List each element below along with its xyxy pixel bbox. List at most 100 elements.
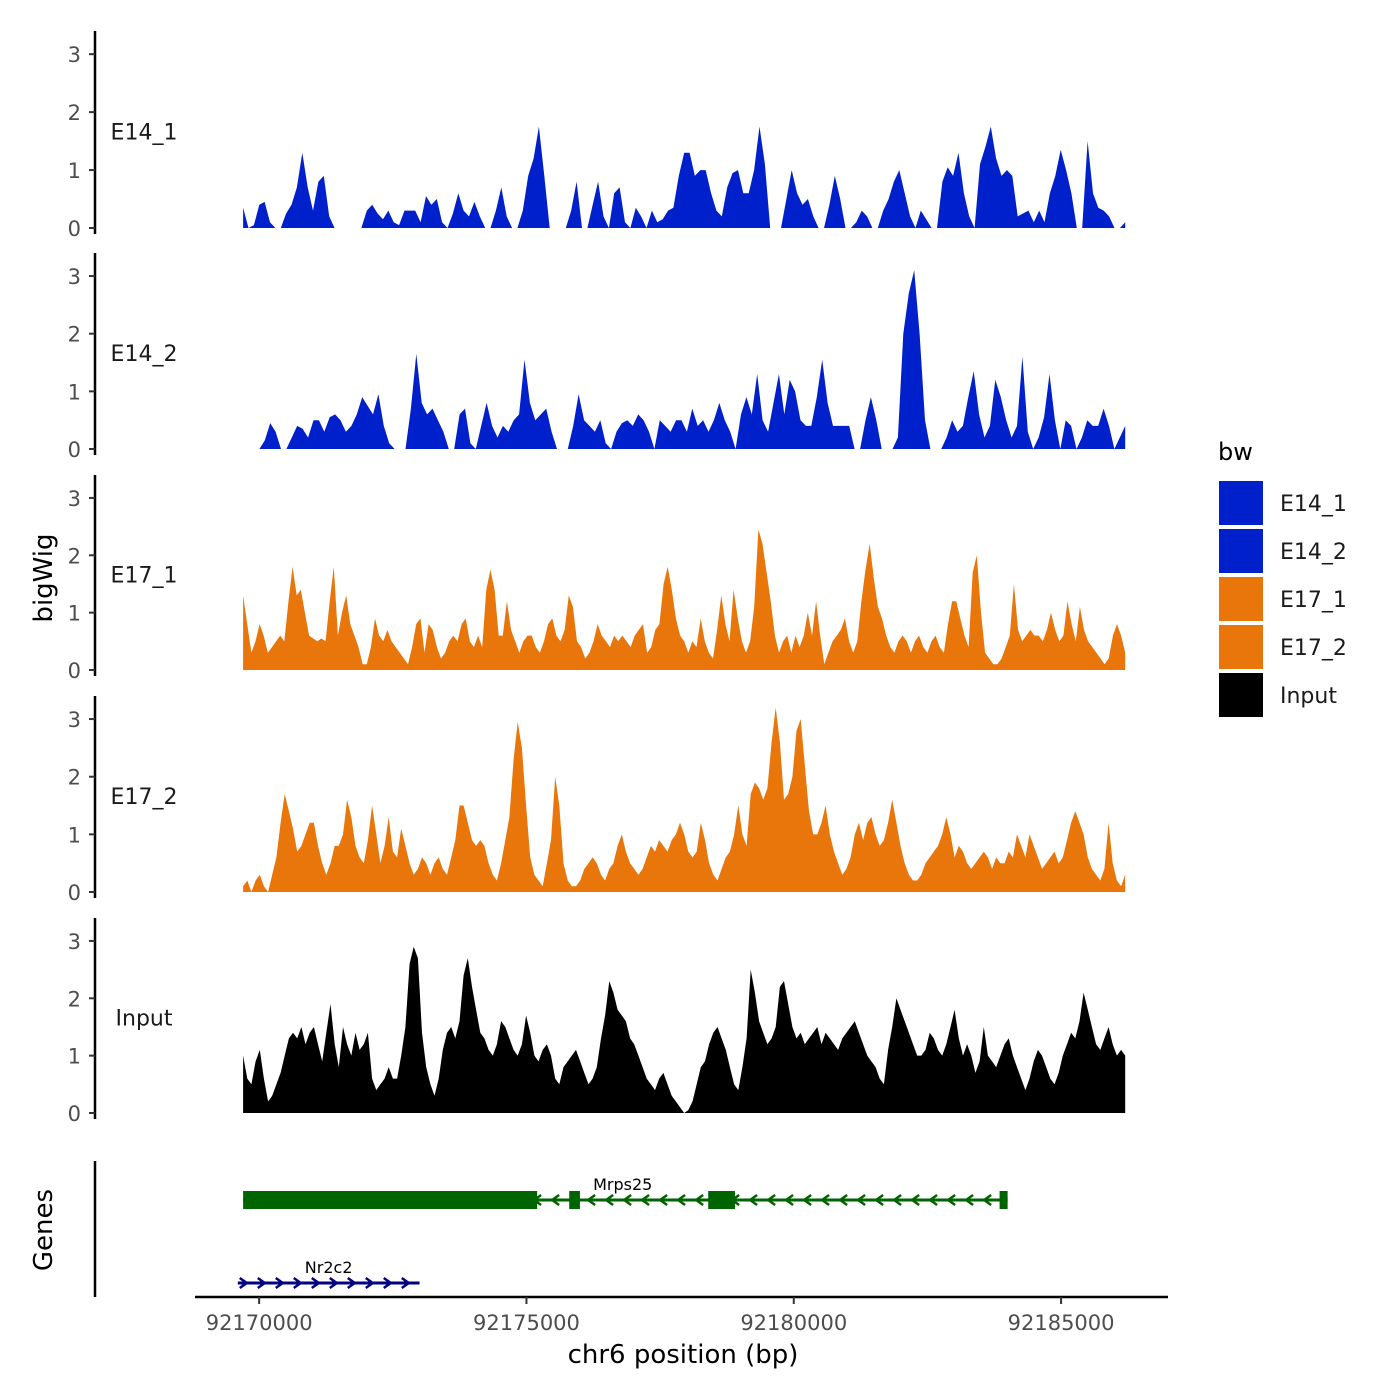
- legend-item-E17_1: E17_1: [1219, 577, 1347, 621]
- coverage-area-E14_1: [243, 126, 1126, 228]
- legend-label: Input: [1280, 684, 1337, 709]
- legend-swatch: [1219, 481, 1263, 525]
- track-label: Input: [116, 1006, 173, 1031]
- strand-arrow: [383, 1276, 393, 1290]
- x-axis-label: chr6 position (bp): [568, 1340, 799, 1370]
- strand-arrow: [657, 1193, 668, 1207]
- track-E17_1: 0 1 2 3 E17_1: [68, 475, 1126, 683]
- gene-exon: [999, 1191, 1008, 1209]
- y-tick-label: 3: [68, 708, 81, 732]
- y-tick-label: 0: [68, 217, 81, 241]
- y-tick-label: 3: [68, 43, 81, 67]
- strand-arrow: [401, 1276, 411, 1290]
- legend-swatch: [1219, 529, 1263, 573]
- y-tick-label: 2: [68, 323, 81, 347]
- legend-swatch: [1219, 625, 1263, 669]
- strand-arrow: [311, 1276, 321, 1290]
- strand-arrow: [783, 1193, 794, 1207]
- strand-arrow: [963, 1193, 974, 1207]
- strand-arrow: [693, 1193, 704, 1207]
- strand-arrow: [239, 1276, 249, 1290]
- legend-item-Input: Input: [1219, 673, 1337, 717]
- y-tick-label: 2: [68, 544, 81, 568]
- legend-swatch: [1219, 673, 1263, 717]
- strand-arrow: [603, 1193, 614, 1207]
- strand-arrow: [675, 1193, 686, 1207]
- strand-arrow: [891, 1193, 902, 1207]
- legend-swatch: [1219, 577, 1263, 621]
- legend-item-E14_2: E14_2: [1219, 529, 1347, 573]
- gene-exon: [243, 1191, 538, 1209]
- gene-Nr2c2: Nr2c2: [237, 1258, 420, 1290]
- strand-arrow: [855, 1193, 866, 1207]
- strand-arrow: [819, 1193, 830, 1207]
- legend-title: bw: [1218, 438, 1253, 466]
- x-tick-label: 92185000: [1008, 1311, 1115, 1335]
- track-label: E17_1: [111, 563, 178, 588]
- strand-arrow: [765, 1193, 776, 1207]
- gene-panel: Mrps25 Nr2c2: [93, 1161, 1008, 1297]
- gene-Mrps25: Mrps25: [243, 1175, 1008, 1209]
- strand-arrow: [585, 1193, 596, 1207]
- strand-arrow: [549, 1193, 560, 1207]
- coverage-tracks: 0 1 2 3 E14_1 0 1 2 3 E14_2 0 1 2 3 E17_1 0 1 2 3 E17_2 0 1 2 3…: [68, 31, 1126, 1126]
- x-tick-label: 92180000: [740, 1311, 847, 1335]
- legend-label: E14_2: [1280, 540, 1347, 565]
- strand-arrow: [909, 1193, 920, 1207]
- legend-item-E14_1: E14_1: [1219, 481, 1347, 525]
- strand-arrow: [639, 1193, 650, 1207]
- strand-arrow: [945, 1193, 956, 1207]
- track-label: E14_1: [111, 120, 178, 145]
- track-E14_2: 0 1 2 3 E14_2: [68, 253, 1126, 462]
- x-axis: 92170000 92175000 92180000 92185000: [195, 1295, 1168, 1335]
- y-tick-label: 0: [68, 438, 81, 462]
- y-tick-label: 1: [68, 159, 81, 183]
- x-tick-label: 92170000: [206, 1311, 313, 1335]
- y-tick-label: 0: [68, 881, 81, 905]
- strand-arrow: [293, 1276, 303, 1290]
- strand-arrow: [873, 1193, 884, 1207]
- gene-exon: [708, 1191, 735, 1209]
- gene-name-label: Nr2c2: [305, 1258, 353, 1277]
- coverage-area-E17_1: [243, 529, 1126, 670]
- strand-arrow: [275, 1276, 285, 1290]
- legend-label: E14_1: [1280, 492, 1347, 517]
- strand-arrow: [747, 1193, 758, 1207]
- y-tick-label: 0: [68, 1102, 81, 1126]
- coverage-area-E17_2: [243, 707, 1126, 892]
- y-tick-label: 3: [68, 930, 81, 954]
- y-tick-label: 3: [68, 487, 81, 511]
- strand-arrow: [837, 1193, 848, 1207]
- legend-item-E17_2: E17_2: [1219, 625, 1347, 669]
- gene-exon: [569, 1191, 580, 1209]
- gene-name-label: Mrps25: [593, 1175, 652, 1194]
- track-E14_1: 0 1 2 3 E14_1: [68, 31, 1126, 241]
- legend-label: E17_2: [1280, 636, 1347, 661]
- y-tick-label: 2: [68, 101, 81, 125]
- strand-arrow: [347, 1276, 357, 1290]
- strand-arrow: [981, 1193, 992, 1207]
- legend-label: E17_1: [1280, 588, 1347, 613]
- y-tick-label: 1: [68, 1045, 81, 1069]
- strand-arrow: [329, 1276, 339, 1290]
- track-E17_2: 0 1 2 3 E17_2: [68, 696, 1126, 905]
- strand-arrow: [365, 1276, 375, 1290]
- track-label: E17_2: [111, 785, 178, 810]
- track-label: E14_2: [111, 342, 178, 367]
- strand-arrow: [621, 1193, 632, 1207]
- y-tick-label: 3: [68, 265, 81, 289]
- y-tick-label: 1: [68, 380, 81, 404]
- genes-axis-label: Genes: [29, 1189, 59, 1271]
- legend: E14_1 E14_2 E17_1 E17_2 Input: [1219, 481, 1347, 717]
- coverage-area-E14_2: [243, 270, 1126, 449]
- y-tick-label: 2: [68, 987, 81, 1011]
- y-axis-label: bigWig: [29, 533, 59, 622]
- y-tick-label: 0: [68, 659, 81, 683]
- strand-arrow: [927, 1193, 938, 1207]
- strand-arrow: [801, 1193, 812, 1207]
- coverage-area-Input: [243, 946, 1126, 1113]
- y-tick-label: 1: [68, 602, 81, 626]
- track-Input: 0 1 2 3 Input: [68, 918, 1126, 1126]
- y-tick-label: 1: [68, 823, 81, 847]
